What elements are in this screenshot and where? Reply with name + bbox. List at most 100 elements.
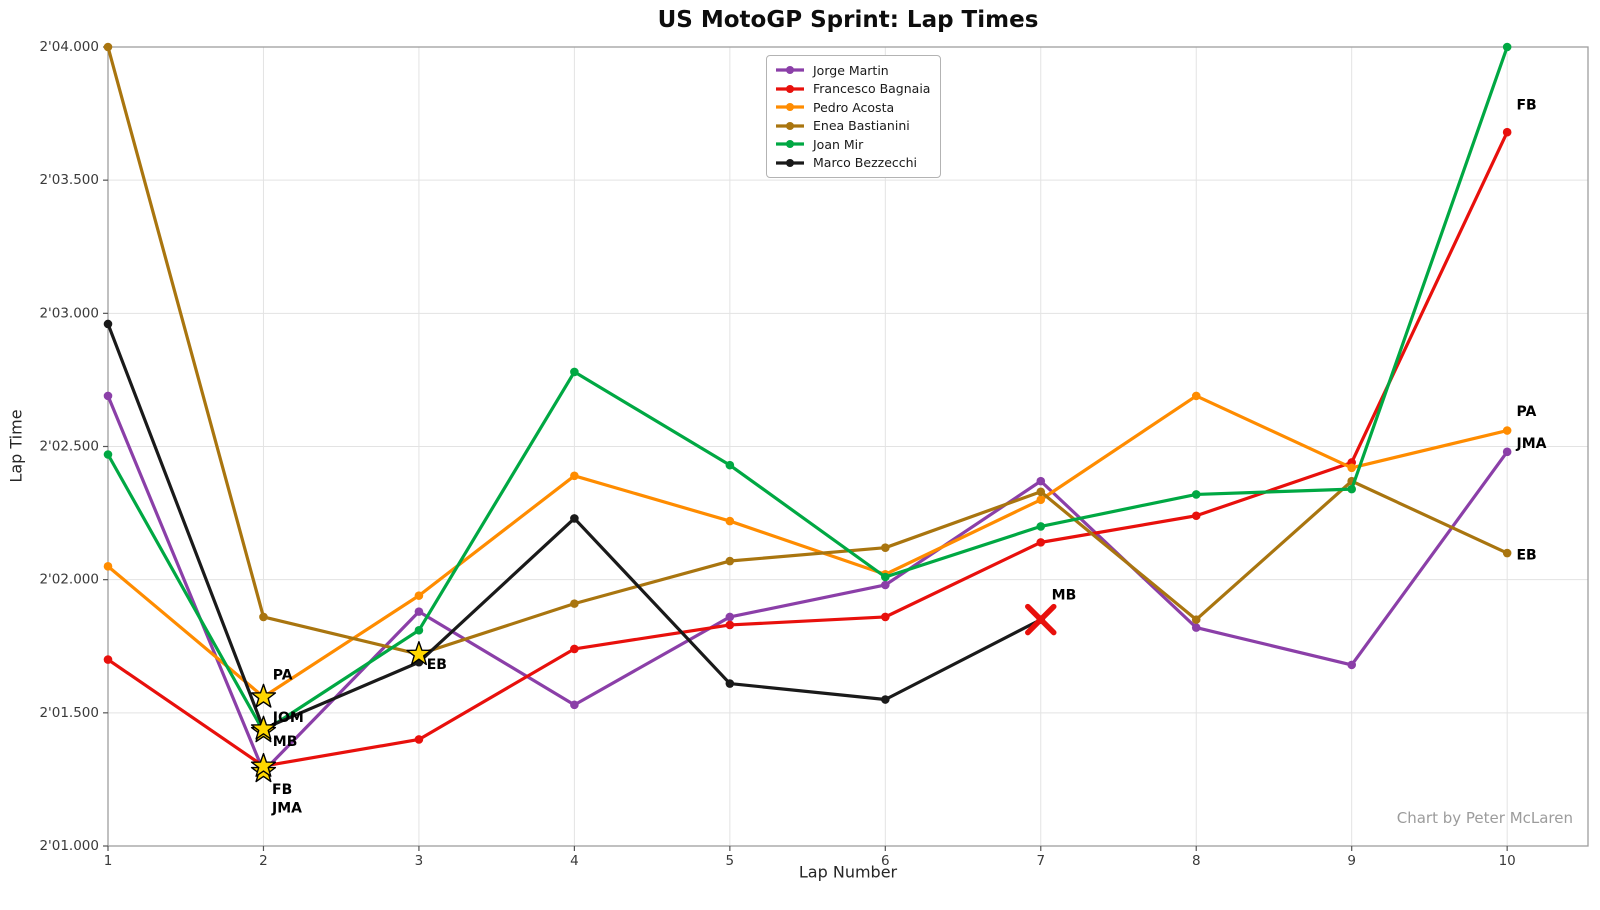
series-point-enea-bastianini <box>570 599 579 608</box>
series-point-pedro-acosta <box>1036 495 1046 505</box>
series-point-jorge-martin <box>103 391 113 401</box>
series-point-jorge-martin <box>414 607 424 616</box>
x-tick-label: 2 <box>259 853 268 869</box>
series-point-joan-mir <box>1036 522 1046 531</box>
series-point-enea-bastianini <box>725 556 735 566</box>
series-point-pedro-acosta <box>414 591 424 600</box>
legend-line-sample-icon <box>776 103 804 112</box>
x-tick-label: 6 <box>881 853 890 869</box>
series-point-jorge-martin <box>1191 623 1201 632</box>
x-tick-label: 4 <box>570 853 579 869</box>
series-point-pedro-acosta <box>1191 391 1201 401</box>
series-point-pedro-acosta <box>103 562 113 571</box>
legend-label: Jorge Martin <box>813 62 889 78</box>
annotation-mb: MB <box>1052 588 1077 604</box>
y-tick-label: 2'03.500 <box>39 172 99 188</box>
legend-label: Marco Bezzecchi <box>813 155 918 171</box>
series-point-francesco-bagnaia <box>414 735 424 744</box>
annotation-pa: PA <box>1516 404 1536 420</box>
series-point-jorge-martin <box>1347 660 1356 670</box>
legend-line-sample-icon <box>776 140 804 149</box>
series-point-jorge-martin <box>570 700 579 710</box>
y-tick-label: 2'02.500 <box>39 439 99 455</box>
series-point-joan-mir <box>570 367 579 377</box>
annotation-mb: MB <box>273 734 298 750</box>
series-point-pedro-acosta <box>1347 463 1356 473</box>
series-point-joan-mir <box>725 460 735 470</box>
series-point-pedro-acosta <box>570 471 579 481</box>
fastest-lap-star-marco-bezzecchi <box>250 715 277 740</box>
legend-label: Francesco Bagnaia <box>813 81 931 97</box>
y-tick-label: 2'02.000 <box>39 572 99 588</box>
series-point-jorge-martin <box>725 612 735 622</box>
series-point-jorge-martin <box>1502 447 1512 457</box>
series-point-francesco-bagnaia <box>881 612 890 622</box>
legend-item-marco-bezzecchi: Marco Bezzecchi <box>775 154 930 173</box>
series-point-enea-bastianini <box>881 543 890 553</box>
annotation-jom: JOM <box>272 710 304 726</box>
series-point-joan-mir <box>103 450 113 459</box>
series-point-enea-bastianini <box>1502 548 1512 558</box>
chart-title: US MotoGP Sprint: Lap Times <box>657 7 1039 33</box>
series-point-francesco-bagnaia <box>570 644 579 654</box>
annotation-jma: JMA <box>271 801 302 817</box>
series-point-jorge-martin <box>1036 476 1046 486</box>
x-tick-label: 10 <box>1499 853 1516 869</box>
series-point-joan-mir <box>1191 490 1201 499</box>
series-line-enea-bastianini <box>106 45 1509 656</box>
x-tick-label: 9 <box>1347 853 1356 869</box>
x-tick-label: 5 <box>726 853 735 869</box>
legend-label: Enea Bastianini <box>813 118 910 134</box>
series-point-francesco-bagnaia <box>1502 127 1512 137</box>
annotation-pa: PA <box>273 668 293 684</box>
legend-item-pedro-acosta: Pedro Acosta <box>775 98 930 117</box>
series-point-jorge-martin <box>881 580 890 590</box>
series-point-joan-mir <box>414 625 424 635</box>
fastest-lap-star-pedro-acosta <box>250 683 277 708</box>
y-tick-label: 2'01.000 <box>39 838 99 854</box>
series-point-joan-mir <box>1502 42 1512 52</box>
y-tick-label: 2'04.000 <box>39 39 99 55</box>
series-line-jorge-martin <box>106 394 1509 774</box>
annotation-fb: FB <box>1516 98 1536 114</box>
x-tick-label: 8 <box>1192 853 1201 869</box>
series-point-pedro-acosta <box>1502 426 1512 435</box>
x-axis-label: Lap Number <box>798 862 898 882</box>
annotation-jma: JMA <box>1515 436 1546 452</box>
annotation-eb: EB <box>1516 548 1536 564</box>
annotation-eb: EB <box>427 657 447 673</box>
legend-label: Pedro Acosta <box>813 99 895 115</box>
legend-line-sample-icon <box>776 84 804 93</box>
legend: Jorge Martin Francesco Bagnaia Pedro Acost… <box>766 55 942 178</box>
series-point-pedro-acosta <box>725 516 735 526</box>
series-line-joan-mir <box>106 45 1509 734</box>
series-point-francesco-bagnaia <box>103 655 113 664</box>
series-point-francesco-bagnaia <box>1036 538 1046 547</box>
series-point-enea-bastianini <box>103 42 113 52</box>
series-point-enea-bastianini <box>1036 487 1046 497</box>
series-point-enea-bastianini <box>1191 615 1201 624</box>
legend-line-sample-icon <box>776 158 804 167</box>
fastest-lap-star-enea-bastianini <box>406 641 432 666</box>
annotation-fb: FB <box>272 782 292 798</box>
y-axis-label: Lap Time <box>6 409 26 483</box>
series-point-francesco-bagnaia <box>1191 511 1201 521</box>
series-point-marco-bezzecchi <box>570 514 579 523</box>
series-point-francesco-bagnaia <box>725 620 735 630</box>
x-tick-label: 1 <box>104 853 113 869</box>
legend-item-joan-mir: Joan Mir <box>775 135 930 154</box>
legend-item-francesco-bagnaia: Francesco Bagnaia <box>775 80 930 99</box>
series-point-marco-bezzecchi <box>725 679 735 688</box>
series-line-pedro-acosta <box>106 394 1509 699</box>
fastest-lap-star-francesco-bagnaia <box>250 752 277 777</box>
y-tick-label: 2'01.500 <box>39 705 99 721</box>
crash-x-marker-marco-bezzecchi <box>1025 603 1057 636</box>
series-point-joan-mir <box>1347 484 1356 494</box>
legend-item-jorge-martin: Jorge Martin <box>775 61 930 80</box>
legend-label: Joan Mir <box>813 136 864 152</box>
series-point-enea-bastianini <box>259 612 268 622</box>
y-tick-label: 2'03.000 <box>39 305 99 321</box>
series-point-joan-mir <box>881 572 890 582</box>
